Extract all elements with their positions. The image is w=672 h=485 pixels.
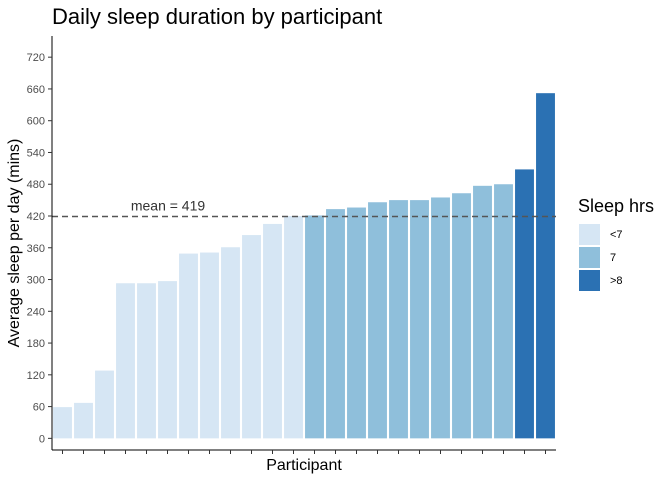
y-tick-label: 480 [27, 179, 45, 191]
bar [347, 207, 366, 439]
bar [137, 283, 156, 439]
bar [305, 215, 324, 439]
bar [326, 209, 345, 439]
mean-label: mean = 419 [131, 198, 206, 214]
bar [494, 184, 513, 439]
bar [515, 169, 534, 439]
y-axis: 0 60 120 180 240 300 360 420 480 540 600 660 720 [27, 36, 53, 450]
bar [116, 283, 135, 439]
bar [95, 370, 114, 439]
legend-label: <7 [610, 229, 623, 241]
bar [53, 407, 72, 439]
legend-label: >8 [610, 275, 623, 287]
legend: Sleep hrs <7 7 >8 [578, 196, 654, 291]
bar [452, 193, 471, 439]
legend-swatch [579, 270, 600, 291]
legend-label: 7 [610, 252, 616, 264]
legend-swatch [579, 224, 600, 245]
y-axis-label: Average sleep per day (mins) [6, 139, 23, 348]
y-tick-label: 120 [27, 370, 45, 382]
x-axis-label: Participant [266, 457, 342, 474]
y-tick-label: 240 [27, 306, 45, 318]
chart-title: Daily sleep duration by participant [52, 4, 382, 29]
bar [263, 223, 282, 439]
legend-swatch [579, 247, 600, 268]
bar [284, 216, 303, 439]
bars-group: mean = 419 [52, 93, 556, 439]
bar [368, 202, 387, 439]
bar [200, 252, 219, 439]
bar [221, 247, 240, 439]
y-tick-label: 60 [33, 402, 45, 414]
y-tick-label: 540 [27, 147, 45, 159]
y-tick-label: 660 [27, 84, 45, 96]
bar [473, 185, 492, 439]
x-axis [52, 449, 556, 454]
bar [536, 93, 555, 439]
bar [242, 235, 261, 439]
y-tick-label: 0 [39, 433, 45, 445]
y-tick-label: 420 [27, 211, 45, 223]
bar [74, 402, 93, 439]
bar [179, 253, 198, 439]
y-tick-label: 180 [27, 338, 45, 350]
legend-title: Sleep hrs [578, 196, 654, 216]
y-tick-label: 360 [27, 243, 45, 255]
y-tick-label: 300 [27, 275, 45, 287]
bar [410, 200, 429, 439]
y-tick-label: 600 [27, 116, 45, 128]
bar [431, 197, 450, 439]
bar [389, 200, 408, 439]
y-tick-label: 720 [27, 52, 45, 64]
bar [158, 281, 177, 439]
